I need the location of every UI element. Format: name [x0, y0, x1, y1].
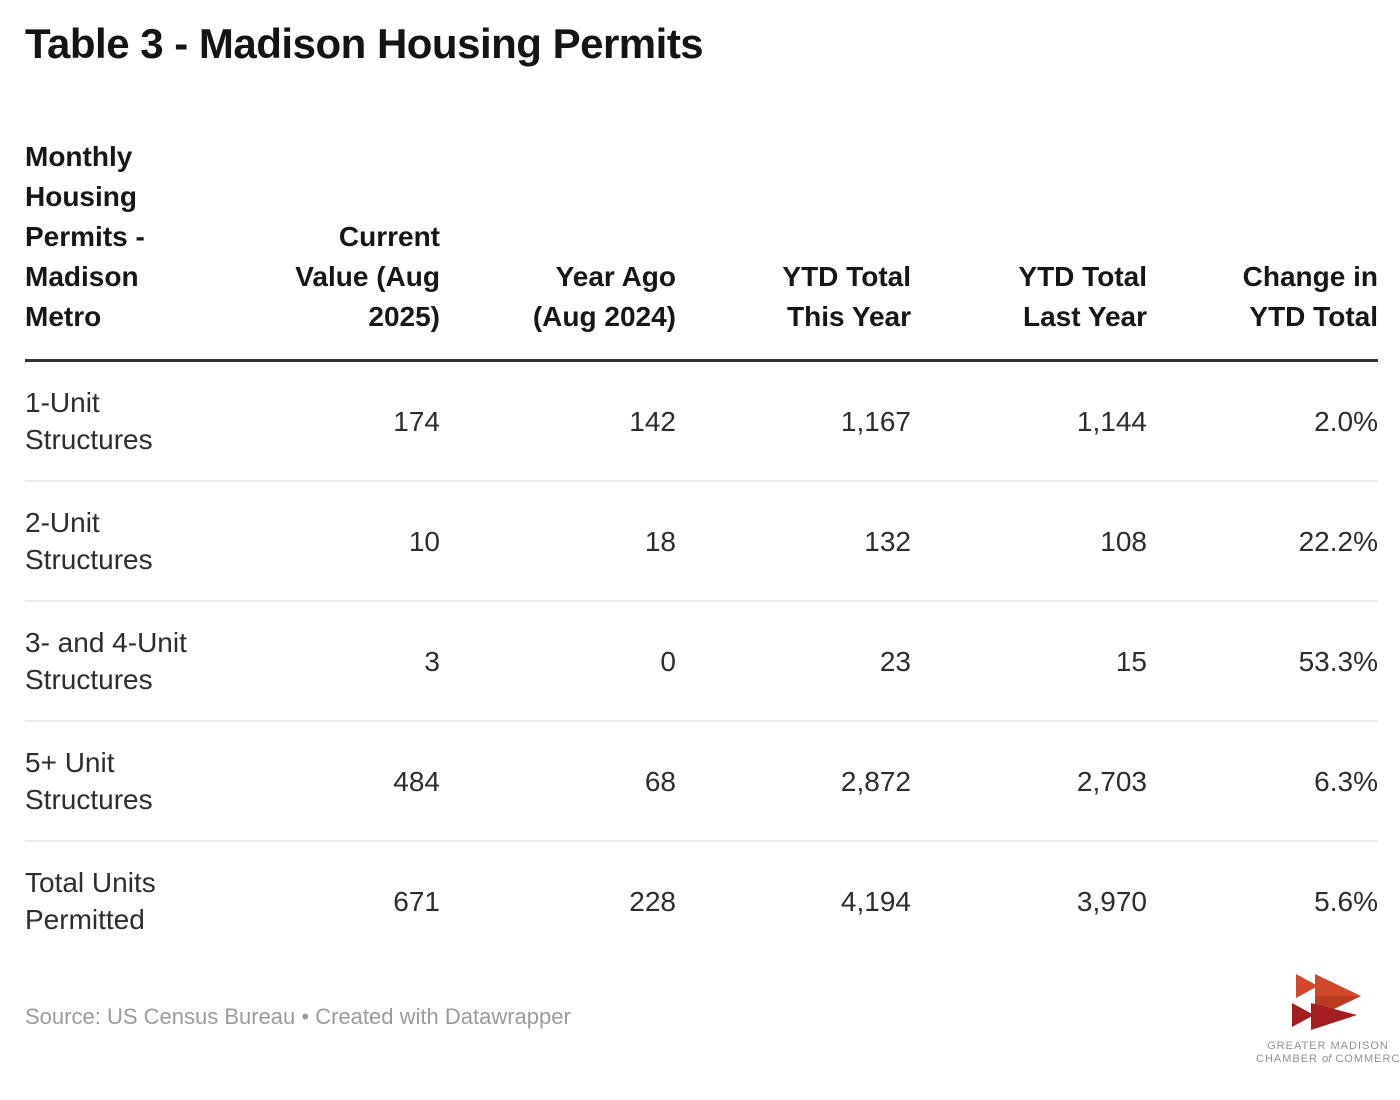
table-row: 5+ Unit Structures 484 68 2,872 2,703 6.…: [25, 721, 1378, 842]
column-header-category: Monthly Housing Permits - Madison Metro: [25, 137, 285, 362]
column-header-change-ytd: Change in YTD Total: [1147, 137, 1378, 362]
chamber-logo-line1: GREATER MADISON: [1267, 1040, 1389, 1052]
row-label-cell: 3- and 4-Unit Structures: [25, 601, 285, 722]
table-cell: 6.3%: [1147, 721, 1378, 842]
table-cell: 1,144: [911, 360, 1147, 482]
table-cell: 2,872: [676, 721, 911, 842]
table-cell: 53.3%: [1147, 601, 1378, 722]
table-cell: 132: [676, 481, 911, 602]
chamber-arrows-logo-icon: [1292, 974, 1361, 1030]
table-row: 1-Unit Structures 174 142 1,167 1,144 2.…: [25, 360, 1378, 482]
table-cell: 174: [285, 360, 440, 482]
table-cell: 18: [440, 481, 676, 602]
source-name: US Census Bureau: [106, 1004, 296, 1029]
chamber-logo: GREATER MADISON CHAMBER of COMMERCE: [1256, 964, 1400, 1066]
column-header-ytd-last-year: YTD Total Last Year: [911, 137, 1147, 362]
header-row: Monthly Housing Permits - Madison Metro …: [25, 137, 1378, 362]
table-cell: 23: [676, 601, 911, 722]
page-title: Table 3 - Madison Housing Permits: [25, 20, 704, 67]
table-cell: 10: [285, 481, 440, 602]
source-line: Source: US Census Bureau • Created with …: [25, 1004, 1378, 1030]
table-cell: 22.2%: [1147, 481, 1378, 602]
table-row-total: Total Units Permitted 671 228 4,194 3,97…: [25, 841, 1378, 960]
column-header-ytd-this-year: YTD Total This Year: [676, 137, 911, 362]
table-cell: 3: [285, 601, 440, 722]
page: Table 3 - Madison Housing Permits Monthl…: [25, 20, 1378, 1030]
datawrapper-credit-link[interactable]: Created with Datawrapper: [315, 1004, 571, 1029]
table-row: 3- and 4-Unit Structures 3 0 23 15 53.3%: [25, 601, 1378, 722]
source-label: Source:: [25, 1004, 101, 1029]
housing-permits-table: Monthly Housing Permits - Madison Metro …: [25, 137, 1378, 960]
row-label-cell: Total Units Permitted: [25, 867, 156, 935]
table-cell: 671: [393, 885, 440, 917]
table-cell: 15: [911, 601, 1147, 722]
table-cell: 68: [440, 721, 676, 842]
table-cell: 142: [440, 360, 676, 482]
table-cell: 5.6%: [1314, 885, 1378, 917]
table-cell: 2,703: [911, 721, 1147, 842]
table-cell: 1,167: [676, 360, 911, 482]
table-cell: 228: [629, 885, 676, 917]
table-row: 2-Unit Structures 10 18 132 108 22.2%: [25, 481, 1378, 602]
table-cell: 4,194: [840, 885, 911, 917]
table-cell: 3,970: [1076, 885, 1147, 917]
row-label-cell: 2-Unit Structures: [25, 481, 285, 602]
chamber-logo-line2: CHAMBER of COMMERCE: [1256, 1053, 1400, 1065]
table-cell: 484: [285, 721, 440, 842]
table-cell: 0: [440, 601, 676, 722]
table-cell: 108: [911, 481, 1147, 602]
table-cell: 2.0%: [1147, 360, 1378, 482]
row-label-cell: 5+ Unit Structures: [25, 721, 285, 842]
row-label-cell: 1-Unit Structures: [25, 360, 285, 482]
column-header-year-ago: Year Ago (Aug 2024): [440, 137, 676, 362]
chamber-logo-text: GREATER MADISON CHAMBER of COMMERCE: [1256, 1040, 1400, 1066]
column-header-current-value: Current Value (Aug 2025): [285, 137, 440, 362]
footer-separator: •: [301, 1004, 310, 1029]
